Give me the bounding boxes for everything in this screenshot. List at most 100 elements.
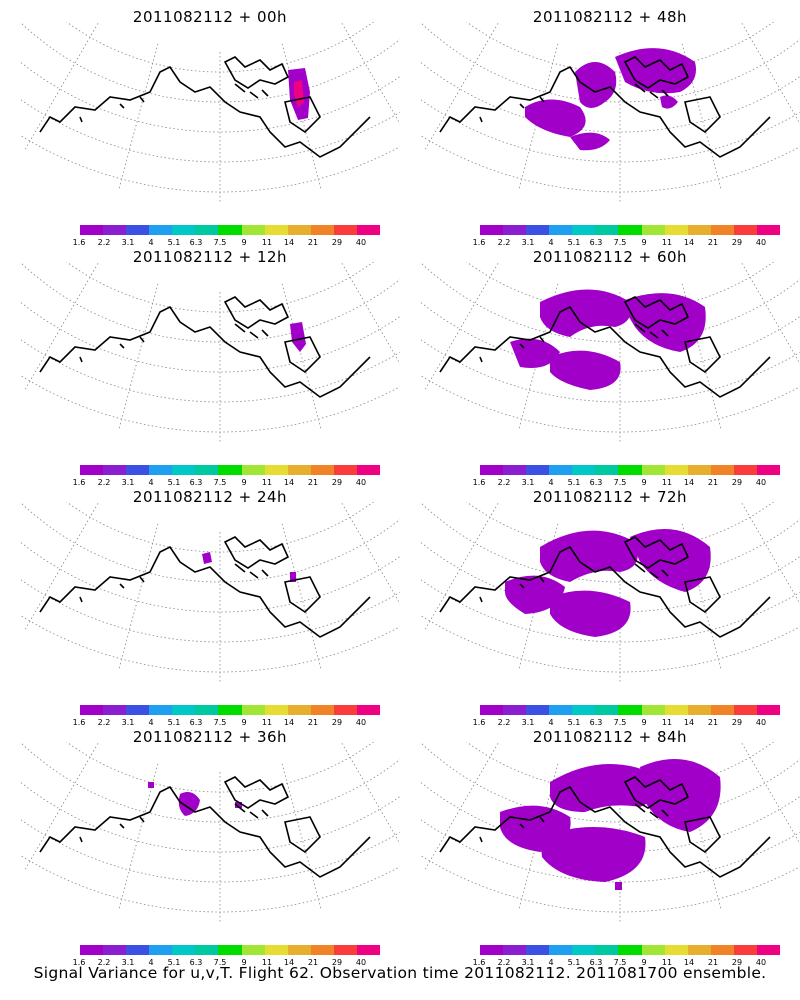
colorbar-tick-label: 14	[683, 958, 695, 967]
colorbar-swatch	[595, 945, 619, 955]
colorbar-tick-label: 4	[548, 718, 554, 727]
colorbar-swatch	[241, 225, 265, 235]
colorbar-swatch	[126, 225, 150, 235]
colorbar-tick-label: 3.1	[121, 238, 135, 247]
colorbar-swatch	[264, 465, 288, 475]
colorbar-tick-label: 1.6	[72, 718, 86, 727]
colorbar-swatch	[264, 225, 288, 235]
colorbar-tick-label: 1.6	[72, 958, 86, 967]
colorbar-swatch	[264, 705, 288, 715]
colorbar-swatch	[80, 225, 104, 235]
colorbar-swatch	[333, 465, 357, 475]
colorbar-tick-label: 3.1	[121, 478, 135, 487]
colorbar-tick-label: 2.2	[97, 718, 111, 727]
colorbar-tick-label: 2.2	[97, 238, 111, 247]
colorbar-swatch	[641, 225, 665, 235]
colorbar-swatch	[572, 465, 596, 475]
map-panel: 2011082112 + 00h 1.6 2.2 3.1 4 5.1 6.3 7.5 9 11 14…	[20, 4, 400, 249]
colorbar-swatch	[126, 945, 150, 955]
colorbar-tick-label: 7.5	[213, 238, 227, 247]
colorbar-swatch	[80, 465, 104, 475]
colorbar-swatch	[172, 945, 196, 955]
panel-title: 2011082112 + 36h	[132, 728, 288, 746]
colorbar-swatch	[149, 465, 173, 475]
colorbar-swatch	[310, 225, 334, 235]
colorbar-swatch	[710, 225, 734, 235]
colorbar-swatch	[572, 705, 596, 715]
colorbar-swatch	[503, 225, 527, 235]
colorbar	[480, 465, 781, 475]
colorbar-tick-label: 6.3	[189, 958, 203, 967]
colorbar-tick-label: 2.2	[497, 238, 511, 247]
colorbar-tick-label: 5.1	[567, 238, 581, 247]
colorbar-swatch	[687, 225, 711, 235]
colorbar-tick-label: 29	[331, 958, 343, 967]
colorbar-tick-label: 2.2	[497, 718, 511, 727]
colorbar-tick-label: 21	[307, 238, 319, 247]
colorbar-tick-label: 11	[261, 718, 273, 727]
colorbar-swatch	[287, 225, 311, 235]
colorbar-swatch	[287, 705, 311, 715]
colorbar-tick-label: 4	[548, 958, 554, 967]
colorbar-tick-label: 9	[241, 238, 247, 247]
colorbar-swatch	[80, 945, 104, 955]
colorbar-tick-label: 4	[148, 238, 154, 247]
colorbar-swatch	[756, 705, 781, 715]
colorbar-swatch	[149, 705, 173, 715]
colorbar-tick-label: 5.1	[567, 958, 581, 967]
colorbar-tick-label: 11	[661, 238, 673, 247]
colorbar-tick-label: 40	[355, 958, 367, 967]
colorbar-swatch	[549, 465, 573, 475]
colorbar-tick-label: 29	[731, 478, 743, 487]
colorbar-swatch	[310, 945, 334, 955]
colorbar-tick-label: 9	[241, 478, 247, 487]
colorbar-swatch	[480, 705, 504, 715]
colorbar-tick-label: 21	[707, 238, 719, 247]
colorbar-swatch	[733, 225, 757, 235]
colorbar-tick-label: 21	[307, 718, 319, 727]
colorbar-tick-label: 29	[331, 718, 343, 727]
map-panel: 2011082112 + 12h 1.6 2.2 3.1 4 5.1 6.3 7.5 9 11 14…	[20, 244, 400, 489]
colorbar-swatch	[549, 705, 573, 715]
colorbar-tick-label: 29	[731, 718, 743, 727]
colorbar-swatch	[310, 465, 334, 475]
colorbar-tick-label: 2.2	[97, 478, 111, 487]
colorbar-tick-label: 6.3	[589, 718, 603, 727]
colorbar-swatch	[710, 705, 734, 715]
colorbar-tick-label: 9	[641, 478, 647, 487]
colorbar-tick-label: 9	[641, 238, 647, 247]
colorbar-tick-label: 5.1	[567, 478, 581, 487]
colorbar-tick-label: 4	[548, 478, 554, 487]
colorbar-swatch	[618, 225, 642, 235]
colorbar-swatch	[572, 225, 596, 235]
colorbar-tick-label: 40	[355, 478, 367, 487]
colorbar-tick-label: 6.3	[589, 478, 603, 487]
colorbar-swatch	[687, 945, 711, 955]
colorbar-swatch	[241, 465, 265, 475]
colorbar-swatch	[526, 705, 550, 715]
colorbar-tick-label: 2.2	[497, 478, 511, 487]
colorbar-swatch	[595, 465, 619, 475]
panel-title: 2011082112 + 60h	[532, 248, 688, 266]
colorbar-tick-label: 9	[241, 958, 247, 967]
colorbar-tick-label: 6.3	[189, 718, 203, 727]
colorbar-tick-label: 9	[641, 718, 647, 727]
colorbar-tick-label: 40	[755, 718, 767, 727]
colorbar-tick-label: 9	[241, 718, 247, 727]
colorbar-swatch	[80, 705, 104, 715]
colorbar-swatch	[126, 465, 150, 475]
colorbar-tick-label: 5.1	[567, 718, 581, 727]
colorbar	[80, 465, 381, 475]
colorbar-labels: 1.6 2.2 3.1 4 5.1 6.3 7.5 9 11 14 21 29 40	[473, 718, 795, 730]
map-panel: 2011082112 + 72h 1.6 2.2 3.1 4 5.1 6.3 7.5 9 11 14…	[420, 484, 800, 729]
colorbar-swatch	[549, 225, 573, 235]
colorbar-swatch	[264, 945, 288, 955]
colorbar-swatch	[103, 945, 127, 955]
colorbar-swatch	[756, 225, 781, 235]
colorbar-tick-label: 3.1	[521, 718, 535, 727]
colorbar-tick-label: 3.1	[521, 238, 535, 247]
colorbar	[80, 945, 381, 955]
panel-title: 2011082112 + 12h	[132, 248, 288, 266]
colorbar-tick-label: 40	[355, 238, 367, 247]
colorbar-swatch	[710, 465, 734, 475]
